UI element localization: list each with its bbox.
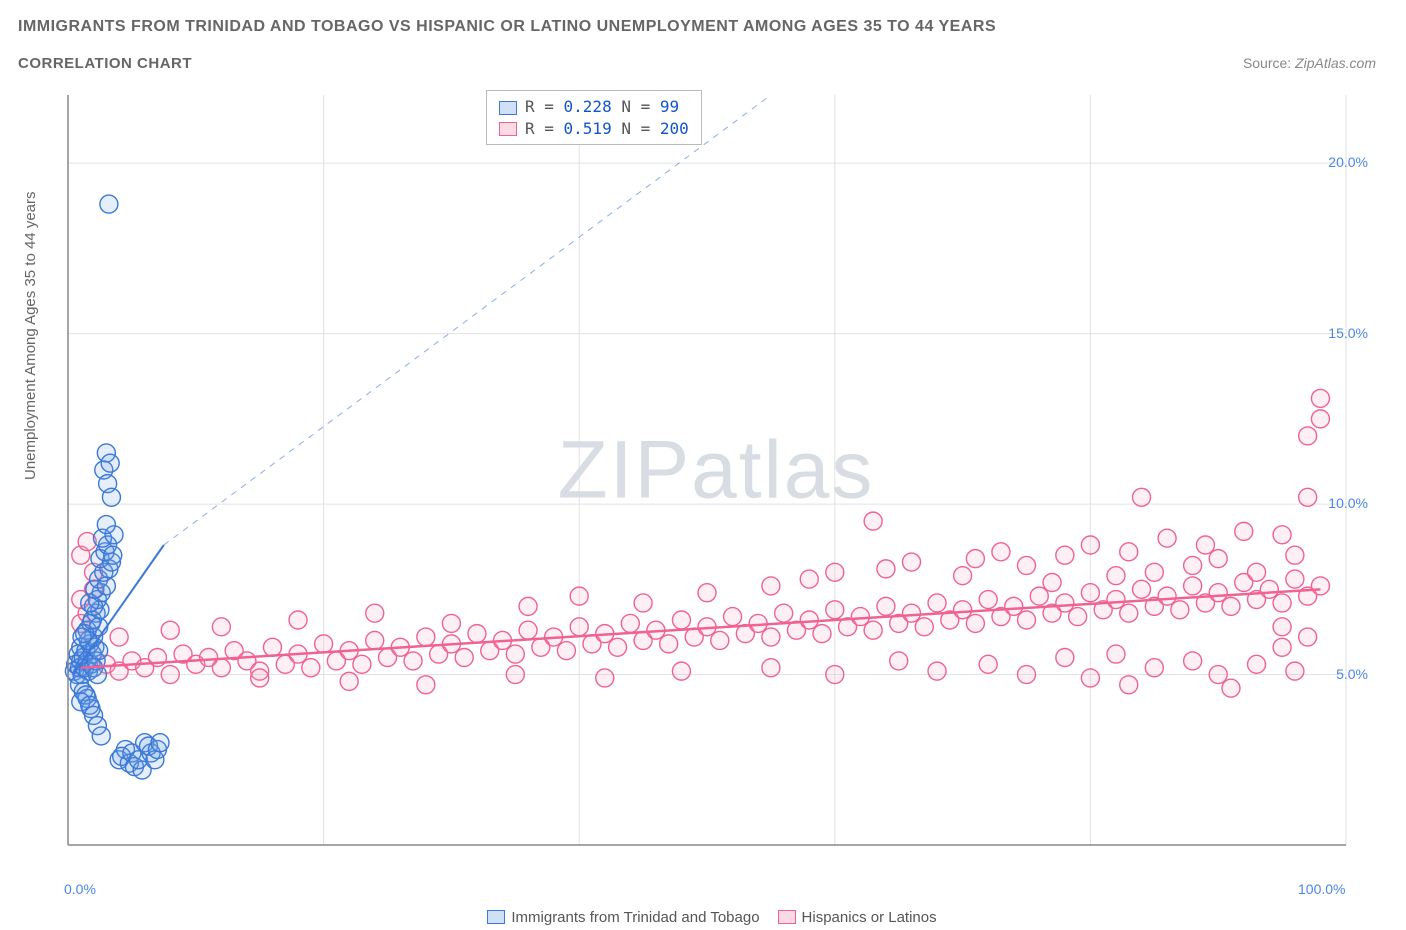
- source-name: ZipAtlas.com: [1295, 55, 1376, 71]
- y-tick-label: 10.0%: [1328, 495, 1368, 511]
- r-value: 0.519: [564, 119, 612, 138]
- y-tick-label: 20.0%: [1328, 154, 1368, 170]
- legend-swatch-icon: [487, 910, 505, 924]
- legend-label: Hispanics or Latinos: [802, 909, 937, 926]
- x-tick-label: 0.0%: [64, 881, 96, 897]
- plot-area: ZIPatlas 5.0%10.0%15.0%20.0% 0.0%100.0% …: [56, 85, 1376, 875]
- y-tick-label: 15.0%: [1328, 325, 1368, 341]
- y-tick-label: 5.0%: [1336, 666, 1368, 682]
- r-label: R =: [525, 97, 564, 116]
- n-label: N =: [612, 97, 660, 116]
- source-prefix: Source:: [1243, 55, 1295, 71]
- swatch-icon: [499, 122, 517, 136]
- scatter-svg: [56, 85, 1376, 875]
- r-label: R =: [525, 119, 564, 138]
- legend-swatch-icon: [778, 910, 796, 924]
- n-value: 200: [660, 119, 689, 138]
- legend: Immigrants from Trinidad and Tobago Hispa…: [0, 909, 1406, 926]
- n-label: N =: [612, 119, 660, 138]
- r-value: 0.228: [564, 97, 612, 116]
- n-value: 99: [660, 97, 679, 116]
- chart-subtitle: CORRELATION CHART: [18, 55, 192, 72]
- x-tick-label: 100.0%: [1298, 881, 1345, 897]
- chart-title: IMMIGRANTS FROM TRINIDAD AND TOBAGO VS H…: [18, 18, 996, 36]
- swatch-icon: [499, 101, 517, 115]
- legend-label: Immigrants from Trinidad and Tobago: [511, 909, 759, 926]
- y-axis-label: Unemployment Among Ages 35 to 44 years: [22, 191, 39, 480]
- correlation-row: R = 0.519 N = 200: [499, 118, 689, 140]
- correlation-row: R = 0.228 N = 99: [499, 96, 689, 118]
- correlation-box: R = 0.228 N = 99R = 0.519 N = 200: [486, 90, 702, 145]
- source-label: Source: ZipAtlas.com: [1243, 55, 1376, 71]
